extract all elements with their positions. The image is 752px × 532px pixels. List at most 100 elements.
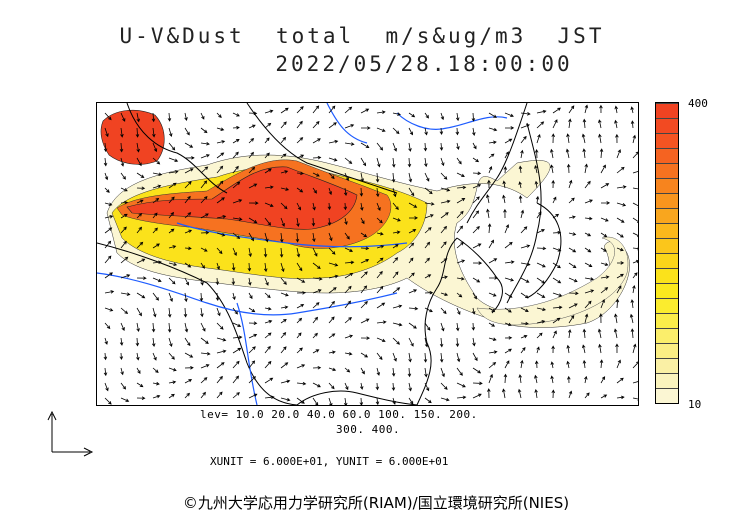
wind-arrow [504,336,513,340]
wind-arrow [616,232,624,238]
wind-arrow [536,229,545,234]
wind-arrow [216,375,223,384]
wind-arrow [504,241,513,249]
wind-arrow [264,345,271,354]
wind-arrow [328,382,335,390]
wind-arrow [630,120,635,129]
wind-arrow [424,227,432,234]
wind-arrow [520,359,524,369]
wind-arrow [520,307,529,313]
wind-arrow [168,142,176,151]
wind-arrow [296,217,300,228]
wind-arrow [599,104,603,114]
wind-arrow [216,232,226,237]
wind-arrow [120,382,127,390]
wind-arrow [296,262,303,272]
wind-arrow [600,298,605,309]
wind-arrow [566,163,571,174]
wind-arrow [120,127,124,138]
wind-arrow [120,187,128,192]
colorbar-segment [656,328,678,343]
wind-arrow [152,197,160,204]
wind-arrow [344,367,351,373]
wind-arrow [264,292,271,299]
wind-arrow [120,112,126,122]
wind-arrow [504,307,512,313]
wind-arrow [344,142,355,146]
wind-arrow [344,351,353,356]
wind-arrow [424,241,431,249]
wind-arrow [264,152,270,159]
wind-arrow [408,306,419,311]
wind-arrow [151,337,156,348]
wind-arrow [566,360,570,369]
wind-arrow [344,106,353,114]
wind-arrow [392,304,403,309]
wind-arrow [152,367,159,373]
wind-arrow [504,112,514,118]
wind-arrow [424,397,432,404]
wind-arrow [136,142,140,153]
wind-arrow [152,292,159,301]
wind-arrow [584,300,592,309]
wind-arrow [392,337,400,345]
wind-arrow [264,232,269,243]
wind-arrow [120,307,129,315]
wind-arrow [471,307,476,315]
wind-arrow [584,289,595,294]
wind-arrow [632,272,638,279]
wind-arrow [616,166,625,174]
wind-arrow [568,118,572,129]
wind-arrow [360,172,364,183]
wind-arrow [599,313,603,324]
wind-arrow [200,166,209,174]
wind-arrow [312,155,322,160]
wind-arrow [424,112,429,119]
wind-arrow [279,232,284,243]
wind-arrow [103,367,108,377]
wind-arrow [296,332,302,339]
wind-arrow [534,374,538,384]
wind-arrow [518,374,523,384]
wind-arrow [359,382,364,390]
wind-arrow [632,151,638,159]
wind-arrow [552,196,557,204]
wind-arrow [343,202,348,211]
wind-arrow [232,375,240,384]
wind-arrow [375,382,380,391]
wind-arrow [424,274,432,279]
wind-arrow [231,262,236,271]
wind-arrow [328,350,336,355]
wind-arrow [104,187,110,193]
wind-arrow [488,153,495,159]
wind-arrow [248,247,252,258]
wind-arrow [200,351,211,356]
wind-arrow [200,322,206,332]
colorbar-segment [656,118,678,133]
wind-arrow [200,307,204,318]
wind-arrow [392,217,401,222]
colorbar-min-label: 10 [688,398,702,411]
wind-arrow [216,262,220,270]
wind-arrow [120,200,129,205]
wind-arrow [632,361,638,369]
colorbar-segment [656,238,678,253]
wind-arrow [104,397,112,405]
wind-arrow [312,172,320,177]
dust-contours [100,109,630,328]
wind-arrow [120,397,130,402]
wind-arrow [407,367,412,378]
wind-arrow [616,395,625,400]
wind-arrow [328,287,337,294]
wind-arrow [152,277,162,283]
wind-arrow [376,244,385,249]
wind-arrow [312,332,318,339]
wind-arrow [136,157,142,167]
wind-arrow [568,215,576,219]
wind-arrow [200,112,205,120]
wind-arrow [488,307,496,313]
wind-arrow [584,277,595,281]
wind-arrow [200,213,209,219]
wind-arrow [232,335,243,340]
wind-arrow [615,343,619,354]
